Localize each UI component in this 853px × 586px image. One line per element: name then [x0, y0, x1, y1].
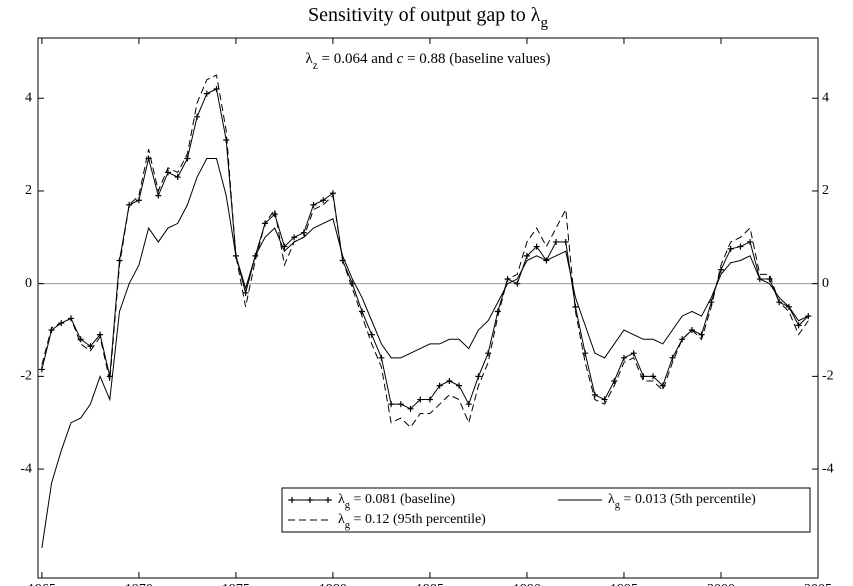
y-tick-label: 4 — [822, 90, 829, 105]
x-tick-label: 1985 — [416, 582, 444, 586]
text-segment: g — [615, 500, 621, 511]
y-tick-label: -2 — [20, 369, 32, 384]
point-marker — [436, 382, 443, 389]
point-marker — [611, 378, 618, 385]
point-marker — [291, 234, 298, 241]
point-marker — [184, 155, 191, 162]
text-segment: = 0.88 (baseline values) — [403, 51, 550, 67]
x-tick-label: 1995 — [610, 582, 638, 586]
y-tick-label: -2 — [822, 369, 834, 384]
point-marker — [553, 238, 560, 245]
point-marker — [650, 373, 657, 380]
point-marker — [523, 252, 530, 259]
point-marker — [582, 350, 589, 357]
point-marker — [300, 229, 307, 236]
legend-marker — [325, 497, 331, 503]
point-marker — [87, 343, 94, 350]
text-segment: = 0.013 (5th percentile) — [620, 492, 756, 507]
point-marker — [698, 331, 705, 338]
point-marker — [737, 243, 744, 250]
y-tick-label: 0 — [25, 276, 32, 291]
point-marker — [242, 289, 249, 296]
legend-label: λg = 0.013 (5th percentile) — [608, 492, 756, 511]
y-tick-label: 2 — [822, 183, 829, 198]
point-marker — [747, 238, 754, 245]
text-segment: Sensitivity of output gap to λ — [308, 4, 541, 26]
text-segment: g — [345, 500, 351, 511]
point-marker — [679, 336, 686, 343]
x-tick-label: 1980 — [319, 582, 347, 586]
point-marker — [155, 192, 162, 199]
point-marker — [465, 401, 472, 408]
text-segment: λ — [338, 492, 345, 507]
point-marker — [203, 90, 210, 97]
point-marker — [223, 136, 230, 143]
point-marker — [717, 266, 724, 273]
point-marker — [475, 373, 482, 380]
series-line — [41, 158, 809, 548]
point-marker — [446, 378, 453, 385]
point-marker — [194, 113, 201, 120]
point-marker — [38, 366, 45, 373]
legend-box — [281, 487, 811, 533]
text-segment: z — [313, 60, 318, 72]
chart-title: Sensitivity of output gap to λg — [308, 4, 548, 32]
legend-marker — [307, 497, 313, 503]
point-marker — [601, 396, 608, 403]
x-tick-label: 2000 — [707, 582, 735, 586]
x-tick-label: 1965 — [28, 582, 56, 586]
chart-subtitle: λz = 0.064 and c = 0.88 (baseline values… — [306, 51, 551, 71]
y-tick-label: 0 — [822, 276, 829, 291]
x-tick-label: 1990 — [513, 582, 541, 586]
text-segment: c — [397, 51, 404, 67]
plot-frame — [37, 37, 819, 579]
text-segment: = 0.12 (95th percentile) — [350, 512, 486, 527]
point-marker — [320, 197, 327, 204]
y-tick-label: 4 — [25, 90, 32, 105]
text-segment: g — [540, 15, 548, 31]
point-marker — [669, 354, 676, 361]
x-tick-label: 2005 — [804, 582, 832, 586]
x-tick-label: 1975 — [222, 582, 250, 586]
point-marker — [456, 382, 463, 389]
point-marker — [562, 238, 569, 245]
point-marker — [407, 405, 414, 412]
text-segment: = 0.081 (baseline) — [350, 492, 455, 507]
point-marker — [397, 401, 404, 408]
point-marker — [174, 174, 181, 181]
y-tick-label: 2 — [25, 183, 32, 198]
point-marker — [514, 280, 521, 287]
point-marker — [591, 391, 598, 398]
legend-marker — [289, 497, 295, 503]
point-marker — [378, 354, 385, 361]
point-marker — [417, 396, 424, 403]
point-marker — [533, 243, 540, 250]
point-marker — [572, 303, 579, 310]
text-segment: λ — [338, 512, 345, 527]
point-marker — [620, 354, 627, 361]
point-marker — [426, 396, 433, 403]
text-segment: λ — [306, 51, 314, 67]
text-segment: = 0.064 and — [318, 51, 397, 67]
point-marker — [494, 308, 501, 315]
text-segment: λ — [608, 492, 615, 507]
y-tick-label: -4 — [822, 461, 834, 476]
point-marker — [135, 197, 142, 204]
point-marker — [795, 322, 802, 329]
point-marker — [388, 401, 395, 408]
legend-label: λg = 0.12 (95th percentile) — [338, 512, 486, 531]
point-marker — [727, 245, 734, 252]
y-tick-label: -4 — [20, 461, 32, 476]
series-line — [41, 74, 809, 429]
legend-label: λg = 0.081 (baseline) — [338, 492, 455, 511]
point-marker — [368, 331, 375, 338]
x-tick-label: 1970 — [125, 582, 153, 586]
point-marker — [310, 201, 317, 208]
text-segment: g — [345, 520, 351, 531]
point-marker — [630, 350, 637, 357]
